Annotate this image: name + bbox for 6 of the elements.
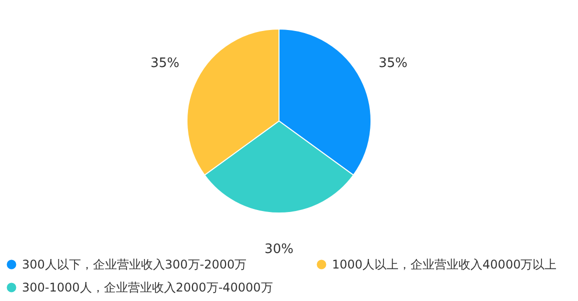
data-label: 35%: [378, 56, 408, 71]
legend-label: 300-1000人，企业营业收入2000万-40000万: [22, 280, 273, 294]
legend-label: 1000人以上，企业营业收入40000万以上: [332, 258, 557, 272]
data-label: 35%: [150, 56, 180, 71]
legend-label: 300人以下，企业营业收入300万-2000万: [22, 258, 247, 272]
data-label: 30%: [264, 242, 294, 257]
